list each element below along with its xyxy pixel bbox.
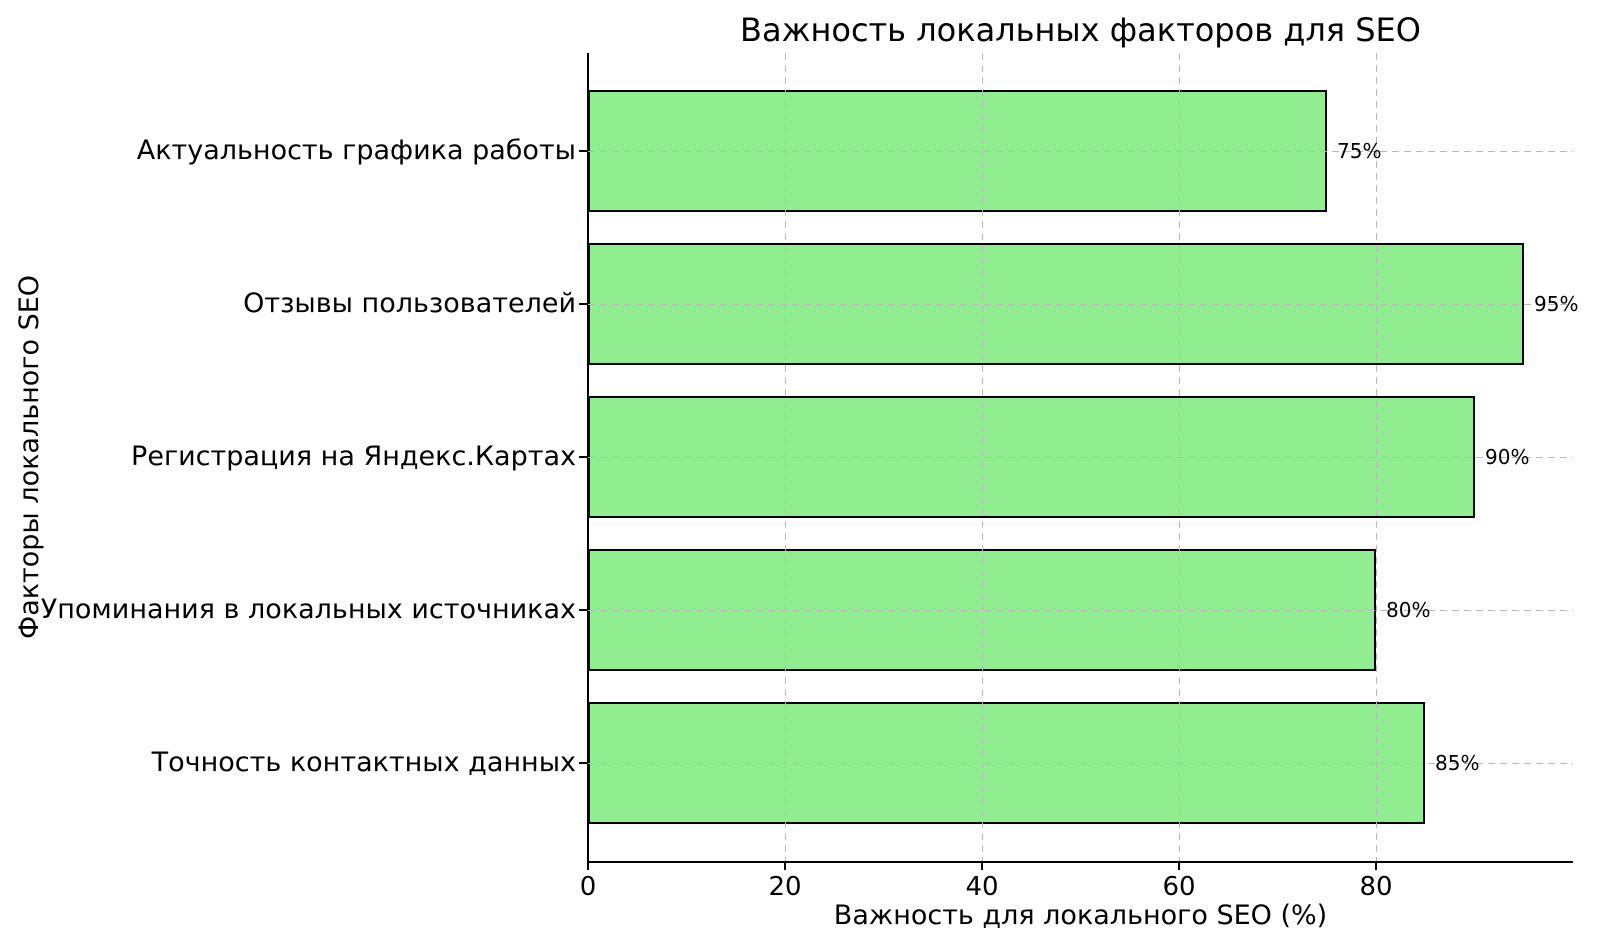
y-tick-mark <box>579 150 588 152</box>
y-axis-label: Факторы локального SEO <box>14 274 45 640</box>
x-tick-label: 80 <box>1359 872 1393 902</box>
y-tick-mark <box>579 762 588 764</box>
x-axis-label: Важность для локального SEO (%) <box>833 900 1328 931</box>
x-tick-mark <box>784 861 786 870</box>
y-tick-label: Отзывы пользователей <box>243 288 576 319</box>
plot-area: 0 20 40 60 80 75% 95% 90% 80% 85% <box>579 53 1578 902</box>
x-tick-label: 20 <box>768 872 802 902</box>
value-label: 80% <box>1386 598 1431 622</box>
y-tick-label: Регистрация на Яндекс.Картах <box>131 441 576 472</box>
value-label: 85% <box>1435 751 1480 775</box>
h-gridline <box>588 151 1573 152</box>
y-tick-label: Точность контактных данных <box>151 747 576 778</box>
value-label: 75% <box>1337 139 1382 163</box>
y-tick-mark <box>579 303 588 305</box>
y-tick-mark <box>579 609 588 611</box>
y-tick-mark <box>579 456 588 458</box>
x-tick-mark <box>1375 861 1377 870</box>
x-tick-mark <box>587 861 589 870</box>
y-tick-label: Актуальность графика работы <box>136 135 576 166</box>
x-tick-mark <box>981 861 983 870</box>
value-label: 90% <box>1485 445 1530 469</box>
x-tick-label: 60 <box>1162 872 1196 902</box>
h-gridline <box>588 457 1573 458</box>
chart-title: Важность локальных факторов для SEO <box>740 11 1421 49</box>
y-tick-label: Упоминания в локальных источниках <box>40 594 576 625</box>
h-gridline <box>588 610 1573 611</box>
h-gridline <box>588 304 1573 305</box>
value-label: 95% <box>1534 292 1579 316</box>
x-axis-spine <box>587 861 1573 863</box>
x-tick-label: 0 <box>579 872 597 902</box>
x-tick-label: 40 <box>965 872 999 902</box>
h-gridline <box>588 763 1573 764</box>
x-tick-mark <box>1178 861 1180 870</box>
